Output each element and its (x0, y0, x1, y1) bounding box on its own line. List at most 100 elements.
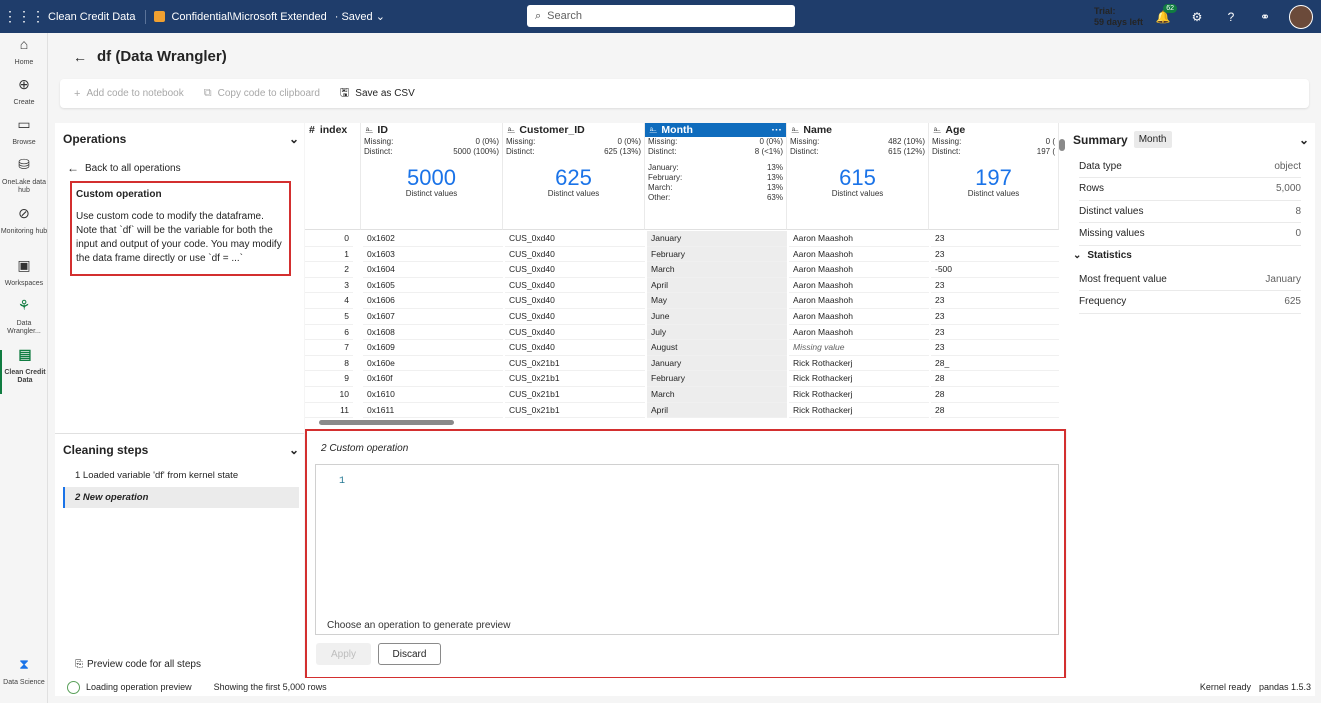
help-icon[interactable]: ? (1227, 10, 1235, 24)
data-grid[interactable]: # index ⎁ ID Missing: 0 (0%) Distinct: 5000 (1… (305, 123, 1067, 429)
chevron-down-icon[interactable]: ⌄ (288, 132, 299, 146)
table-cell[interactable]: Aaron Maashoh (789, 278, 929, 294)
column-header-id[interactable]: ⎁ ID Missing: 0 (0%) Distinct: 5000 (100%) 500… (361, 123, 503, 230)
table-cell[interactable]: CUS_0xd40 (505, 247, 645, 263)
copy-code-button[interactable]: ⧉ Copy code to clipboard (204, 87, 320, 100)
share-icon[interactable]: ⚭ (1259, 10, 1271, 24)
notifications-icon[interactable]: 🔔 62 (1153, 4, 1177, 27)
vertical-scrollbar[interactable] (1057, 123, 1067, 418)
table-cell[interactable]: 23 (931, 247, 1059, 263)
save-csv-button[interactable]: 🖫 Save as CSV (340, 84, 415, 103)
table-cell[interactable]: CUS_0x21b1 (505, 403, 645, 419)
row-index[interactable]: 4 (305, 293, 353, 309)
statistics-header[interactable]: ⌄ Statistics (1073, 250, 1132, 261)
table-cell[interactable]: CUS_0x21b1 (505, 387, 645, 403)
table-cell[interactable]: Missing value (789, 340, 929, 356)
table-cell[interactable]: Rick Rothackerj (789, 371, 929, 387)
nav-onelake[interactable]: ⛁ OneLake data hub (0, 157, 48, 195)
table-cell[interactable]: February (647, 246, 787, 263)
back-arrow-icon[interactable]: ← (73, 48, 87, 65)
chevron-down-icon[interactable]: ⌄ (1298, 132, 1309, 147)
discard-button[interactable]: Discard (378, 643, 441, 665)
table-cell[interactable]: -500 (931, 262, 1059, 278)
table-cell[interactable]: Rick Rothackerj (789, 403, 929, 419)
table-cell[interactable]: March (647, 387, 787, 403)
table-cell[interactable]: 0x1608 (363, 325, 503, 341)
table-cell[interactable]: 0x1603 (363, 247, 503, 263)
scrollbar-thumb[interactable] (1059, 139, 1065, 151)
table-cell[interactable]: Aaron Maashoh (789, 262, 929, 278)
table-cell[interactable]: Aaron Maashoh (789, 293, 929, 309)
column-header-name[interactable]: ⎁ Name Missing: 482 (10%) Distinct: 615 (12%)… (787, 123, 929, 230)
table-cell[interactable]: May (647, 293, 787, 309)
table-cell[interactable]: April (647, 277, 787, 294)
operations-header[interactable]: Operations ⌄ (63, 132, 299, 146)
table-cell[interactable]: 28 (931, 371, 1059, 387)
code-editor[interactable]: 1 Choose an operation to generate previe… (315, 464, 1059, 635)
table-cell[interactable]: 0x160f (363, 371, 503, 387)
row-index[interactable]: 9 (305, 371, 353, 387)
table-cell[interactable]: August (647, 340, 787, 356)
column-header-customer-id[interactable]: ⎁ Customer_ID Missing: 0 (0%) Distinct: 625 (… (503, 123, 645, 230)
preview-code-button[interactable]: ⎘ Preview code for all steps (75, 659, 201, 670)
row-index[interactable]: 2 (305, 262, 353, 278)
table-cell[interactable]: CUS_0x21b1 (505, 356, 645, 372)
avatar[interactable] (1289, 5, 1313, 29)
nav-data-science[interactable]: ⧗ Data Science (0, 657, 48, 687)
nav-home[interactable]: ⌂ Home (0, 37, 48, 67)
scrollbar-thumb[interactable] (319, 420, 454, 425)
apply-button[interactable]: Apply (316, 643, 371, 665)
cleaning-step-selected[interactable]: 2 New operation (63, 487, 299, 508)
search-input[interactable]: ⌕ Search (527, 5, 795, 27)
nav-clean-credit-data[interactable]: ▤ Clean Credit Data (0, 347, 48, 394)
more-options-icon[interactable]: ··· (771, 124, 783, 136)
table-cell[interactable]: February (647, 371, 787, 387)
table-cell[interactable]: CUS_0x21b1 (505, 371, 645, 387)
column-header-age[interactable]: ⎁ Age Missing: 0 (Distinct: 197 (197 Distinct… (929, 123, 1059, 230)
table-cell[interactable]: 23 (931, 231, 1059, 247)
cleaning-step[interactable]: 1 Loaded variable 'df' from kernel state (63, 465, 299, 486)
row-index[interactable]: 8 (305, 356, 353, 372)
settings-icon[interactable]: ⚙ (1191, 10, 1203, 24)
table-cell[interactable]: Rick Rothackerj (789, 356, 929, 372)
back-to-operations-link[interactable]: ← Back to all operations (67, 161, 181, 175)
row-index[interactable]: 0 (305, 231, 353, 247)
table-cell[interactable]: CUS_0xd40 (505, 262, 645, 278)
horizontal-scrollbar[interactable] (305, 418, 1055, 426)
table-cell[interactable]: CUS_0xd40 (505, 325, 645, 341)
table-cell[interactable]: Aaron Maashoh (789, 325, 929, 341)
table-cell[interactable]: 0x1610 (363, 387, 503, 403)
row-index[interactable]: 6 (305, 325, 353, 341)
table-cell[interactable]: July (647, 324, 787, 341)
row-index[interactable]: 3 (305, 278, 353, 294)
table-cell[interactable]: Aaron Maashoh (789, 247, 929, 263)
table-cell[interactable]: 0x1607 (363, 309, 503, 325)
table-cell[interactable]: March (647, 262, 787, 278)
table-cell[interactable]: Aaron Maashoh (789, 309, 929, 325)
nav-create[interactable]: ⊕ Create (0, 77, 48, 107)
app-name[interactable]: Clean Credit Data (48, 10, 136, 23)
table-cell[interactable]: 23 (931, 309, 1059, 325)
table-cell[interactable]: 0x1611 (363, 403, 503, 419)
nav-data-wrangler[interactable]: ⚘ Data Wrangler... (0, 298, 48, 336)
table-cell[interactable]: 23 (931, 340, 1059, 356)
table-cell[interactable]: 0x1604 (363, 262, 503, 278)
table-cell[interactable]: 23 (931, 293, 1059, 309)
table-cell[interactable]: January (647, 355, 787, 372)
table-cell[interactable]: 0x1606 (363, 293, 503, 309)
table-cell[interactable]: 23 (931, 325, 1059, 341)
table-cell[interactable]: 0x160e (363, 356, 503, 372)
chevron-down-icon[interactable]: ⌄ (288, 443, 299, 457)
nav-monitoring[interactable]: ⊘ Monitoring hub (0, 206, 48, 236)
summary-header[interactable]: Summary Month ⌄ (1073, 131, 1309, 148)
row-index[interactable]: 5 (305, 309, 353, 325)
column-header-month[interactable]: ⎁ Month ··· Missing: 0 (0%) Distinct: 8 (<1%) J… (645, 123, 787, 230)
row-index[interactable]: 7 (305, 340, 353, 356)
table-cell[interactable]: June (647, 309, 787, 325)
table-cell[interactable]: 0x1609 (363, 340, 503, 356)
table-cell[interactable]: 0x1605 (363, 278, 503, 294)
table-cell[interactable]: CUS_0xd40 (505, 340, 645, 356)
table-cell[interactable]: CUS_0xd40 (505, 309, 645, 325)
table-cell[interactable]: 28_ (931, 356, 1059, 372)
table-cell[interactable]: 28 (931, 387, 1059, 403)
